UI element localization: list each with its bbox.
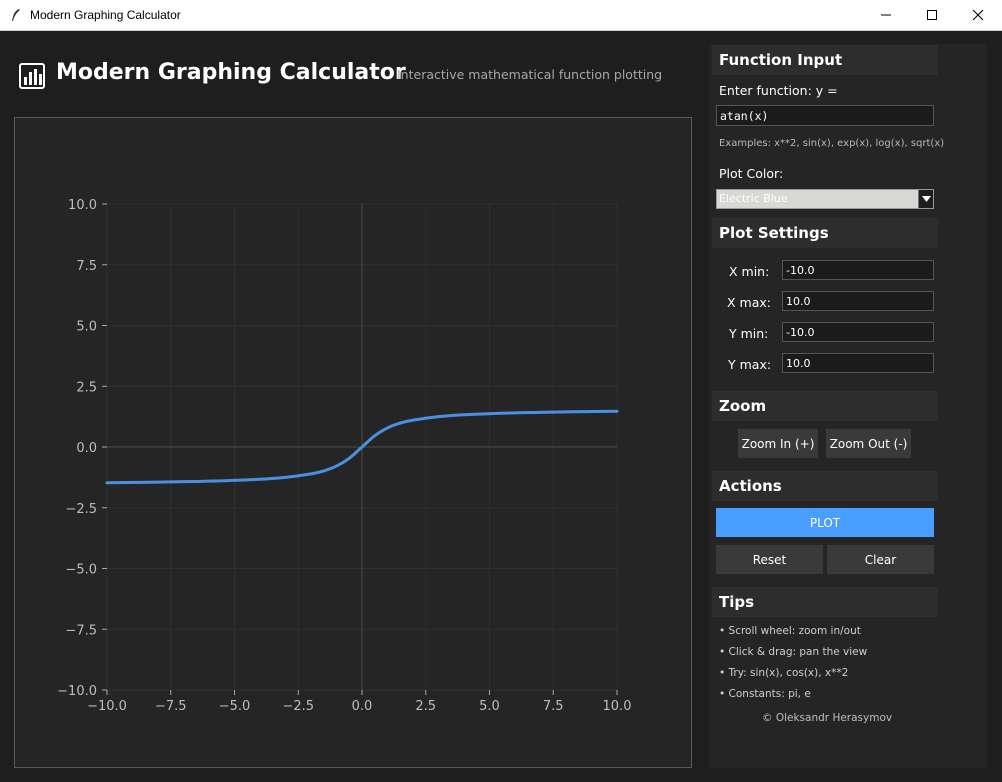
xmax-field[interactable] xyxy=(782,291,934,311)
tips-heading: Tips xyxy=(712,587,938,617)
function-input[interactable] xyxy=(716,105,934,126)
function-input-heading: Function Input xyxy=(712,45,938,75)
maximize-button[interactable] xyxy=(909,0,955,30)
y-tick-label: −2.5 xyxy=(65,502,97,517)
clear-button[interactable]: Clear xyxy=(827,545,934,574)
zoom-in-button[interactable]: Zoom In (+) xyxy=(738,429,818,458)
app-title: Modern Graphing Calculator xyxy=(56,60,406,85)
x-tick-label: 2.5 xyxy=(415,699,436,714)
window-title: Modern Graphing Calculator xyxy=(30,8,181,22)
plot-color-label: Plot Color: xyxy=(719,166,784,181)
tip-item: • Click & drag: pan the view xyxy=(719,646,868,658)
y-tick-label: −7.5 xyxy=(65,623,97,638)
y-tick-label: 7.5 xyxy=(76,259,97,274)
minimize-button[interactable] xyxy=(863,0,909,30)
y-tick-label: 5.0 xyxy=(76,320,97,335)
y-tick-label: 2.5 xyxy=(76,380,97,395)
ymin-field[interactable] xyxy=(782,322,934,342)
y-tick-label: −10.0 xyxy=(57,684,97,699)
series-line-atan xyxy=(105,409,619,485)
y-tick-label: −5.0 xyxy=(65,563,97,578)
zoom-out-button[interactable]: Zoom Out (-) xyxy=(826,429,911,458)
function-plot[interactable]: −10.0 −7.5 −5.0 −2.5 0.0 2.5 5.0 7.5 10.0 −10.0 −7… xyxy=(15,118,693,769)
maximize-icon xyxy=(927,10,937,20)
x-tick-label: 5.0 xyxy=(479,699,500,714)
xmin-label: X min: xyxy=(729,264,770,279)
close-icon xyxy=(972,9,984,21)
x-tick-label: −10.0 xyxy=(87,699,127,714)
close-button[interactable] xyxy=(955,0,1001,30)
copyright-footer: © Oleksandr Herasymov xyxy=(762,712,893,724)
ymax-field[interactable] xyxy=(782,353,934,373)
bar-chart-icon xyxy=(19,63,45,89)
function-prompt-label: Enter function: y = xyxy=(719,83,838,98)
xmax-label: X max: xyxy=(727,295,771,310)
ymax-label: Y max: xyxy=(728,357,772,372)
window-titlebar: Modern Graphing Calculator xyxy=(0,0,1002,31)
minimize-icon xyxy=(881,14,891,16)
y-tick-label: 0.0 xyxy=(76,441,97,456)
tip-item: • Scroll wheel: zoom in/out xyxy=(719,625,861,637)
y-tick-label: 10.0 xyxy=(68,198,97,213)
xmin-field[interactable] xyxy=(782,260,934,280)
ymin-label: Y min: xyxy=(729,326,769,341)
x-tick-label: −5.0 xyxy=(219,699,251,714)
zoom-heading: Zoom xyxy=(712,391,938,421)
tip-item: • Try: sin(x), cos(x), x**2 xyxy=(719,667,849,679)
plot-settings-heading: Plot Settings xyxy=(712,218,938,248)
actions-heading: Actions xyxy=(712,471,938,501)
app-subtitle: Interactive mathematical function plotti… xyxy=(397,67,663,82)
examples-text: Examples: x**2, sin(x), exp(x), log(x), … xyxy=(719,138,945,149)
x-tick-label: −2.5 xyxy=(282,699,314,714)
plot-color-select[interactable]: Electric Blue xyxy=(716,189,934,209)
plot-button[interactable]: PLOT xyxy=(716,508,934,537)
x-tick-label: 10.0 xyxy=(603,699,632,714)
tip-item: • Constants: pi, e xyxy=(719,688,811,700)
feather-icon xyxy=(12,9,20,21)
x-tick-label: 0.0 xyxy=(352,699,373,714)
dropdown-arrow-icon[interactable] xyxy=(918,190,933,208)
x-tick-label: 7.5 xyxy=(543,699,564,714)
plot-color-value: Electric Blue xyxy=(719,192,788,205)
reset-button[interactable]: Reset xyxy=(716,545,823,574)
x-tick-label: −7.5 xyxy=(155,699,187,714)
plot-canvas[interactable]: −10.0 −7.5 −5.0 −2.5 0.0 2.5 5.0 7.5 10.0 −10.0 −7… xyxy=(14,117,692,768)
